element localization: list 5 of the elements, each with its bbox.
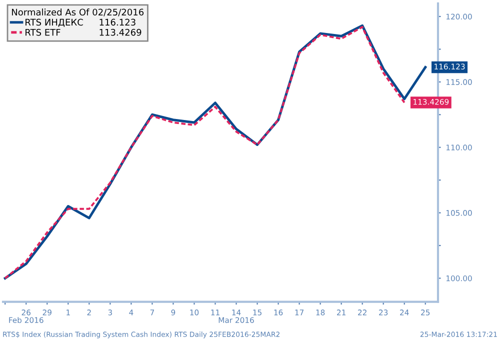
text: 113.4269 [100, 28, 142, 36]
legend-label: RTS ИНДЕКС [26, 18, 83, 27]
text: 116.123 [100, 18, 136, 26]
legend-label: RTS ETF [26, 28, 60, 36]
legend-title: Normalized As Of 02/25/2016 [12, 8, 144, 16]
